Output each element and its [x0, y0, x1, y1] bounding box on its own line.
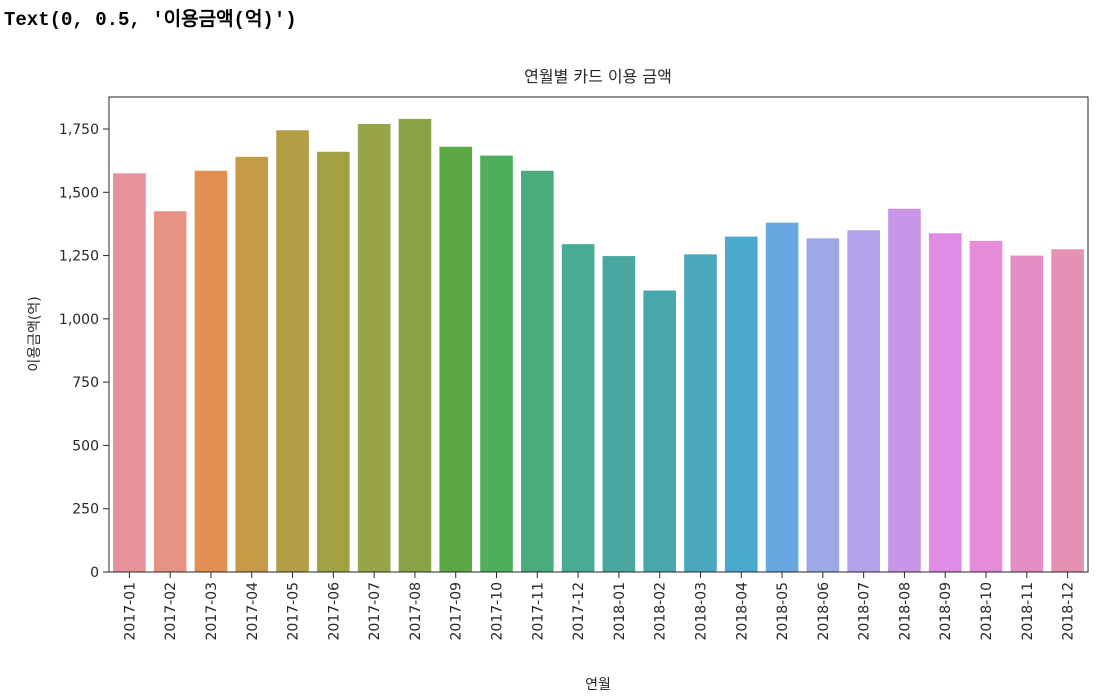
bar-2017-04: [235, 156, 269, 572]
y-tick-label: 1,750: [59, 122, 99, 138]
x-tick-label: 2017-08: [408, 582, 424, 641]
bar-2018-03: [684, 254, 717, 572]
x-axis-label: 연월: [585, 677, 611, 693]
x-tick-label: 2018-11: [1020, 582, 1036, 641]
bar-2018-09: [928, 233, 962, 573]
bar-2018-02: [643, 290, 676, 572]
x-tick-label: 2017-07: [367, 582, 383, 641]
x-tick-label: 2018-06: [816, 582, 832, 641]
bar-2018-05: [765, 222, 799, 572]
x-tick-label: 2017-01: [122, 582, 138, 641]
bars-group: [113, 118, 1084, 573]
x-tick-label: 2018-08: [897, 582, 913, 641]
bar-2018-06: [806, 238, 840, 573]
x-tick-label: 2017-09: [449, 582, 465, 641]
bar-2017-09: [439, 146, 473, 572]
output-text: Text(0, 0.5, '이용금액(억)'): [4, 9, 297, 31]
x-axis: 2017-01 2017-02 2017-03 2017-04 2017-05 2017-…: [122, 572, 1077, 641]
bar-2017-05: [276, 130, 309, 572]
x-tick-label: 2017-05: [286, 582, 302, 641]
bar-2018-04: [724, 236, 758, 572]
x-tick-label: 2017-12: [571, 582, 587, 641]
x-tick-label: 2018-01: [612, 582, 628, 641]
x-tick-label: 2017-04: [245, 582, 261, 641]
x-tick-label: 2017-02: [163, 582, 179, 641]
x-tick-label: 2018-09: [938, 582, 954, 641]
bar-2017-08: [398, 118, 432, 573]
y-tick-label: 500: [72, 438, 99, 454]
y-tick-label: 1,000: [59, 312, 99, 328]
y-tick-label: 250: [72, 502, 99, 518]
y-tick-label: 1,500: [59, 185, 99, 201]
x-tick-label: 2017-10: [490, 582, 506, 641]
bar-2018-01: [602, 256, 636, 572]
y-tick-label: 1,250: [59, 249, 99, 265]
y-tick-label: 750: [72, 375, 99, 391]
bar-2018-12: [1051, 249, 1084, 573]
x-tick-label: 2018-07: [857, 582, 873, 641]
bar-2017-02: [153, 211, 187, 572]
x-tick-label: 2017-06: [326, 582, 342, 641]
y-tick-label: 0: [90, 565, 99, 581]
y-axis: 0 250 500 750 1,000 1,250 1,500 1,750: [59, 122, 109, 581]
x-tick-label: 2018-02: [653, 582, 669, 641]
x-tick-label: 2018-03: [693, 582, 709, 641]
chart-title: 연월별 카드 이용 금액: [524, 67, 672, 86]
plot-frame: [108, 96, 1089, 573]
x-tick-label: 2017-03: [204, 582, 220, 641]
x-tick-label: 2018-10: [979, 582, 995, 641]
bar-2018-11: [1010, 255, 1044, 572]
x-tick-label: 2017-11: [530, 582, 546, 641]
bar-2017-12: [561, 244, 595, 572]
y-axis-label: 이용금액(억): [27, 296, 43, 371]
bar-2018-08: [888, 208, 921, 573]
bar-2017-01: [113, 173, 146, 573]
bar-2018-10: [969, 240, 1003, 572]
bar-2018-07: [847, 230, 880, 572]
bar-2017-06: [317, 151, 350, 572]
bar-2017-10: [480, 155, 513, 572]
x-tick-label: 2018-05: [775, 582, 791, 641]
x-tick-label: 2018-04: [734, 582, 750, 641]
x-tick-label: 2018-12: [1061, 582, 1077, 641]
bar-2017-07: [357, 123, 391, 572]
bar-2017-11: [521, 170, 554, 572]
bar-2017-03: [194, 170, 228, 572]
